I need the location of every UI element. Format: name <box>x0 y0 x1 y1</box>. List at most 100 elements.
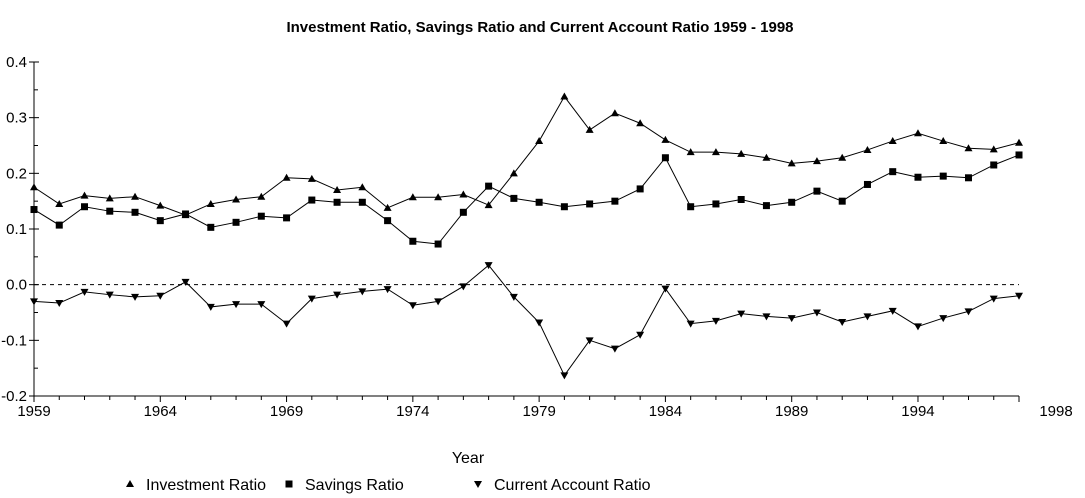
data-point <box>661 285 670 293</box>
data-point <box>257 212 265 220</box>
data-point <box>535 319 544 327</box>
x-tick-label: 1969 <box>270 403 303 420</box>
legend-label: Savings Ratio <box>305 477 404 494</box>
data-point <box>989 145 998 153</box>
data-point <box>611 197 619 205</box>
data-point <box>888 307 897 315</box>
data-point <box>762 153 771 161</box>
data-point <box>434 193 443 201</box>
data-point <box>106 207 114 215</box>
data-point <box>282 173 291 181</box>
data-point <box>737 195 745 203</box>
data-point <box>711 148 720 156</box>
data-point <box>182 210 190 218</box>
data-point <box>939 137 948 145</box>
x-axis-label: Year <box>452 450 485 467</box>
data-point <box>787 159 796 167</box>
data-point <box>1015 138 1023 146</box>
data-point <box>610 345 619 353</box>
data-point <box>156 201 165 209</box>
x-tick-label: 1989 <box>775 403 808 420</box>
data-point <box>80 191 89 199</box>
data-point <box>307 295 316 303</box>
data-point <box>55 221 63 229</box>
data-point <box>333 198 341 206</box>
data-point <box>560 203 568 211</box>
data-point <box>989 295 998 303</box>
series-line <box>33 154 1020 245</box>
data-point <box>535 137 544 145</box>
data-point <box>30 298 38 306</box>
data-point <box>939 172 947 180</box>
data-point <box>585 125 594 133</box>
data-point <box>560 372 569 380</box>
data-point <box>509 293 518 301</box>
data-point <box>257 301 266 309</box>
data-point <box>384 217 392 225</box>
data-point <box>232 218 240 226</box>
data-point <box>838 197 846 205</box>
data-point <box>889 168 897 176</box>
data-point <box>232 301 241 309</box>
data-point <box>484 262 493 270</box>
data-point <box>1015 292 1023 300</box>
data-point <box>913 129 922 137</box>
series-investment-ratio <box>30 92 1023 219</box>
data-point <box>686 320 695 328</box>
data-point <box>813 187 821 195</box>
data-point <box>156 292 165 300</box>
data-point <box>459 283 468 291</box>
data-point <box>661 154 669 162</box>
data-point <box>409 237 417 245</box>
data-point <box>408 302 417 310</box>
data-point <box>535 198 543 206</box>
data-point <box>333 186 342 194</box>
data-point <box>283 214 291 222</box>
data-point <box>131 208 139 216</box>
data-point <box>788 198 796 206</box>
data-point <box>206 303 215 311</box>
data-point <box>636 185 644 193</box>
data-point <box>610 109 619 117</box>
data-point <box>787 315 796 323</box>
data-point <box>358 198 366 206</box>
data-point <box>181 278 190 286</box>
data-point <box>383 203 392 211</box>
series-group <box>30 92 1023 380</box>
data-point <box>586 200 594 208</box>
data-point <box>863 145 872 153</box>
data-point <box>838 318 847 326</box>
data-point <box>383 286 392 294</box>
data-point <box>964 144 973 152</box>
y-tick-label: 0.2 <box>6 165 27 182</box>
data-point <box>686 148 695 156</box>
legend-marker <box>126 480 134 487</box>
data-point <box>863 313 872 321</box>
data-point <box>712 200 720 208</box>
data-point <box>913 323 922 331</box>
data-point <box>661 135 670 143</box>
y-tick-label: 0.3 <box>6 110 27 127</box>
data-point <box>939 315 948 323</box>
data-point <box>307 174 316 182</box>
data-point <box>636 331 645 339</box>
legend-label: Investment Ratio <box>146 477 266 494</box>
data-point <box>560 92 569 100</box>
data-point <box>485 182 493 190</box>
data-point <box>636 119 645 127</box>
legend-marker <box>474 481 482 488</box>
data-point <box>737 310 746 318</box>
series-savings-ratio <box>30 151 1023 248</box>
data-point <box>964 308 973 316</box>
data-point <box>1015 151 1023 159</box>
data-point <box>358 183 367 191</box>
series-line <box>33 95 1020 216</box>
data-point <box>308 196 316 204</box>
data-point <box>434 240 442 248</box>
data-point <box>55 199 64 207</box>
data-point <box>737 149 746 157</box>
data-point <box>30 206 38 214</box>
data-point <box>105 291 114 299</box>
data-point <box>257 192 266 200</box>
